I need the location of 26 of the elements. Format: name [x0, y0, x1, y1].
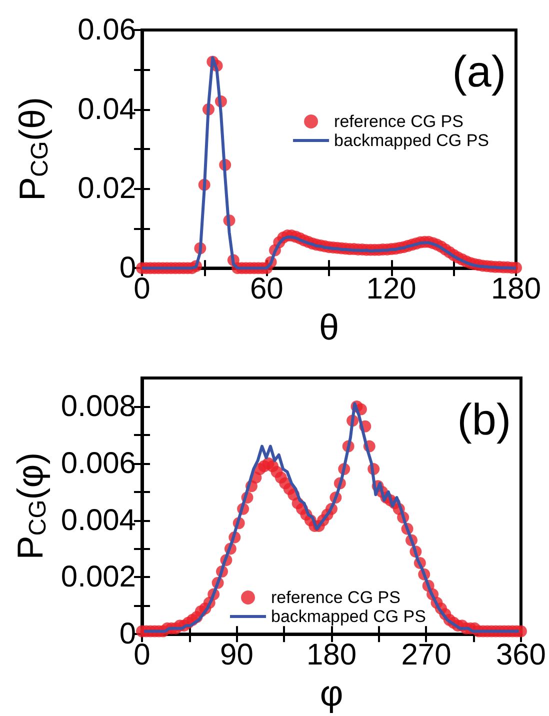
y-tick-label: 0.02	[78, 172, 136, 206]
y-tick-label: 0.04	[78, 92, 136, 126]
legend-label: backmapped CG PS	[334, 131, 489, 150]
y-tick-label: 0.002	[60, 560, 136, 594]
x-tick-label: 60	[250, 272, 284, 306]
y-tick-label: 0.004	[60, 504, 136, 537]
x-tick-label: 120	[366, 272, 416, 306]
y-tick-label: 0.06	[78, 14, 136, 46]
legend-label: reference CG PS	[271, 588, 400, 607]
x-axis-title: θ	[318, 306, 340, 348]
x-tick-label: 90	[220, 638, 254, 672]
y-tick-label: 0.006	[60, 446, 136, 480]
x-axis-title: φ	[320, 672, 344, 714]
legend-label: reference CG PS	[334, 112, 464, 131]
y-axis-title: PCG(θ)	[12, 97, 54, 202]
y-tick-label: 0	[119, 252, 136, 285]
legend-label: backmapped CG PS	[271, 607, 426, 626]
annotation: (b)	[457, 396, 512, 444]
y-tick-label: 0	[119, 618, 136, 651]
y-axis-title: PCG(φ)	[10, 452, 52, 560]
x-tick-label: 270	[401, 638, 452, 672]
x-tick-label: 180	[306, 638, 357, 672]
x-tick-label: 360	[496, 638, 546, 672]
x-tick-label: 180	[490, 272, 542, 306]
annotation: (a)	[452, 48, 506, 96]
y-tick-label: 0.008	[60, 390, 136, 423]
